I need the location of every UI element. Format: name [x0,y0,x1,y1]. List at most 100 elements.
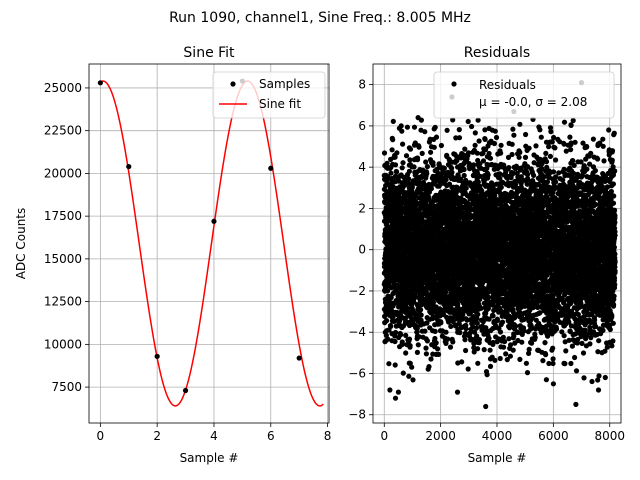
residual-point [399,341,405,347]
residual-point [404,305,410,311]
residual-point [406,336,413,342]
sine-fit-x-tick-label: 8 [324,429,332,443]
residual-point [432,335,438,342]
residual-point [475,346,481,352]
sine-fit-curve [99,80,324,407]
sample-point [97,80,103,86]
residual-point [492,357,498,363]
residual-point [472,130,478,136]
residual-point [400,370,406,376]
residual-point [516,154,522,160]
residual-point [474,316,480,322]
figure-title: Run 1090, channel1, Sine Freq.: 8.005 MH… [169,10,471,26]
residual-point [398,332,404,338]
residual-point [428,186,434,192]
residual-point [382,313,388,319]
residual-point [461,166,467,173]
residuals-panel: Residuals 0 2000 4000 6000 8000−8−6−4−202468… [348,45,625,465]
residual-point [493,134,500,141]
residual-point [385,288,391,294]
residual-point [443,289,449,295]
residual-point [407,157,413,163]
sample-point [182,387,189,394]
residual-point [462,146,468,152]
residual-point [385,336,391,342]
residual-point [432,124,438,130]
sine-fit-x-tick-label: 4 [210,429,218,443]
residual-point [476,138,482,144]
residual-point [388,170,394,176]
residual-point [388,323,394,329]
sine-fit-y-tick-label: 10000 [44,337,82,351]
residual-point [509,151,515,158]
sample-point [154,353,160,359]
residual-point [399,165,405,171]
sine-fit-y-tick-label: 22500 [44,124,82,138]
residual-point [492,128,498,134]
residual-point [498,142,504,148]
residual-point [494,316,500,322]
residual-point [392,362,398,368]
residual-point [381,150,388,156]
residual-point [426,364,432,370]
residual-point [438,142,444,149]
residuals-data [381,80,618,410]
residual-point [403,350,409,356]
residual-point [430,162,436,168]
residual-point [475,360,481,366]
sine-fit-y-tick-label: 17500 [44,209,82,223]
sine-fit-x-tick-label: 0 [97,429,105,443]
residual-point [406,176,412,182]
residual-point [390,313,396,320]
residual-point [400,141,406,147]
residual-point [475,311,481,317]
residual-point [392,154,398,160]
residual-point [416,144,422,150]
sine-fit-data [97,78,324,407]
sine-fit-ticks: 0 2 4 6 875001000012500150001750020000225002… [44,81,332,443]
residual-point [423,351,429,357]
residual-point [469,123,475,130]
residual-point [438,320,444,326]
residual-point [404,124,410,130]
residual-point [517,121,523,127]
residual-point [418,307,424,313]
residual-point [399,128,405,134]
residual-point [392,162,399,168]
sine-fit-panel: Sine Fit 0 2 4 6 875001000012500150001750020… [14,45,331,465]
residual-point [443,329,449,335]
residual-point [428,149,434,155]
residual-point [511,132,517,138]
legend-samples-label: Samples [259,77,310,91]
residual-point [414,325,420,331]
residual-point [423,345,429,351]
residual-point [436,351,442,357]
residual-point [459,359,465,365]
residual-point [386,361,392,367]
residual-point [498,184,504,190]
residual-point [465,366,471,372]
residual-point [519,339,525,345]
residuals-title: Residuals [464,45,530,61]
residual-point [441,165,447,171]
residual-point [509,141,515,147]
residual-point [456,135,463,141]
residual-point [457,330,463,336]
residual-point [424,338,430,344]
residual-point [485,294,492,300]
residual-point [406,373,412,379]
residual-point [416,334,422,340]
sine-fit-y-tick-label: 20000 [44,166,82,180]
residual-point [472,142,478,148]
residual-point [418,317,424,323]
residual-point [473,325,479,331]
residual-point [428,356,434,362]
residual-point [463,326,469,332]
sine-fit-legend: Samples Sine fit [212,71,326,119]
residual-point [447,344,454,350]
sine-fit-y-axis-label: ADC Counts [14,208,28,280]
residual-point [414,157,421,163]
residual-point [403,332,409,338]
residual-point [407,146,414,152]
residual-point [465,118,471,125]
